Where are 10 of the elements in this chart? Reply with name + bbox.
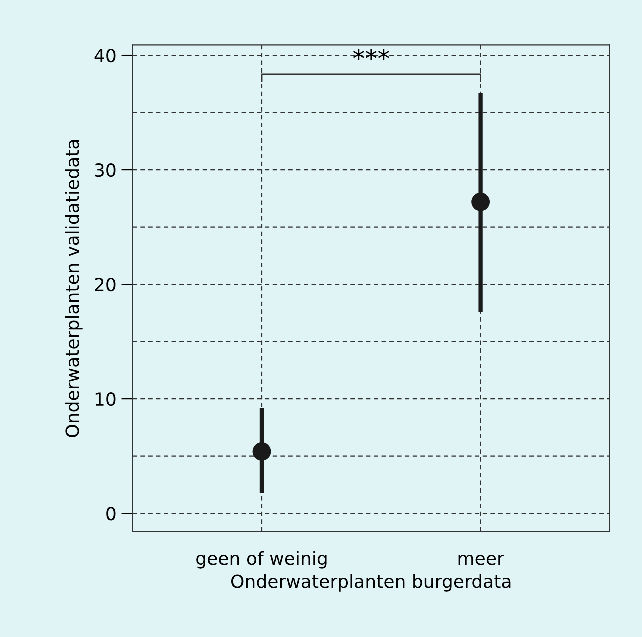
annotation: *** <box>353 48 390 60</box>
y-tick-label: 30 <box>95 164 116 178</box>
y-axis-title: Onderwaterplanten validatiedata <box>65 140 83 438</box>
x-tick-label: geen of weinig <box>196 551 327 569</box>
y-tick-label: 20 <box>95 278 116 292</box>
y-tick-label: 40 <box>94 48 116 63</box>
y-tick-label: 0 <box>106 507 116 521</box>
y-tick-label: 10 <box>96 392 116 406</box>
x-tick-label: meer <box>458 554 504 566</box>
x-axis-title: Onderwaterplanten burgerdata <box>232 574 511 592</box>
